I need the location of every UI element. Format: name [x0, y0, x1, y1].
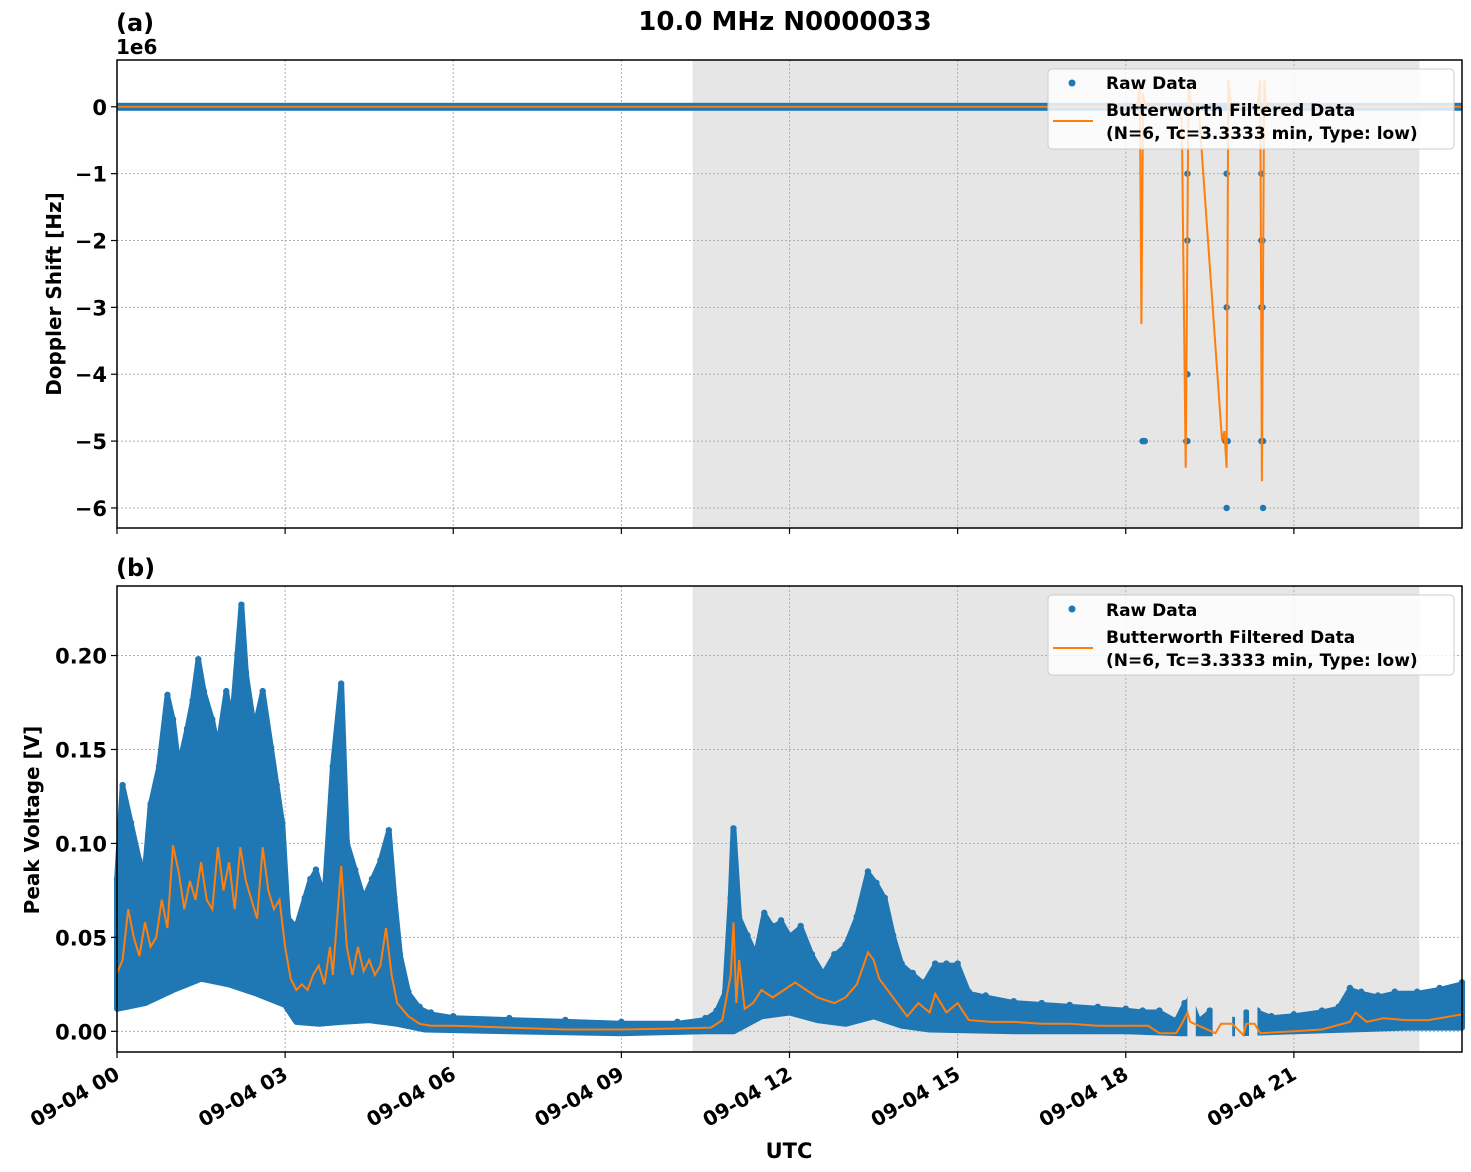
y-tick-label: 0.20: [55, 645, 107, 669]
panel-b-label: (b): [116, 554, 155, 582]
y-tick-label: −5: [75, 430, 107, 454]
legend-raw-label: Raw Data: [1106, 601, 1197, 621]
x-tick-label: 09-04 00: [26, 1062, 124, 1132]
y-tick-label: −1: [75, 163, 107, 187]
raw-data-marker-icon: [1068, 605, 1076, 613]
legend-filtered-label-line2: (N=6, Tc=3.3333 min, Type: low): [1106, 124, 1418, 144]
legend-box: [1047, 594, 1455, 676]
x-tick-label: 09-04 21: [1203, 1062, 1301, 1132]
x-tick-label: 09-04 03: [194, 1062, 292, 1132]
y-tick-label: 0.00: [55, 1020, 107, 1044]
x-tick-label: 09-04 06: [362, 1062, 460, 1132]
panel-b-raw-spikes: [113, 601, 1466, 1039]
legend-raw-label: Raw Data: [1106, 74, 1197, 94]
y-tick-label: −4: [75, 363, 107, 387]
raw-data-marker-icon: [1068, 79, 1076, 87]
x-axis-label: UTC: [766, 1139, 813, 1163]
panel-b-filtered-line: [116, 845, 1463, 1038]
x-tick-label: 09-04 09: [530, 1062, 628, 1132]
panel-a: (a) 1e6 0 −1 −2 −3 −4 −5 −6 Doppler Shift [Hz]…: [42, 9, 1463, 534]
y-tick-label: 0.15: [55, 738, 107, 762]
x-tick-label: 09-04 18: [1035, 1062, 1133, 1132]
y-tick-label: 0.05: [55, 926, 107, 950]
y-tick-label: −6: [75, 497, 107, 521]
x-tick-label: 09-04 12: [698, 1062, 796, 1132]
legend-box: [1047, 68, 1455, 150]
y-tick-label: −2: [75, 230, 107, 254]
panel-b-yticks: 0.00 0.05 0.10 0.15 0.20: [55, 645, 117, 1044]
panel-a-offset-text: 1e6: [116, 35, 157, 59]
panel-a-xticks: [116, 528, 1295, 534]
panel-a-legend: Raw Data Butterworth Filtered Data (N=6,…: [1047, 68, 1455, 150]
panel-a-ylabel: Doppler Shift [Hz]: [42, 192, 66, 396]
legend-filtered-label-line1: Butterworth Filtered Data: [1106, 628, 1355, 648]
y-tick-label: 0: [92, 96, 107, 120]
panel-b-raw-data: [114, 603, 1465, 1037]
legend-filtered-label-line2: (N=6, Tc=3.3333 min, Type: low): [1106, 651, 1418, 671]
panel-b-ylabel: Peak Voltage [V]: [20, 726, 44, 915]
y-tick-label: 0.10: [55, 832, 107, 856]
legend-filtered-label-line1: Butterworth Filtered Data: [1106, 101, 1355, 121]
panel-b-legend: Raw Data Butterworth Filtered Data (N=6,…: [1047, 594, 1455, 676]
figure-title: 10.0 MHz N0000033: [638, 7, 931, 37]
x-tick-label: 09-04 15: [867, 1062, 965, 1132]
panel-a-label: (a): [116, 9, 154, 37]
panel-b-xticks: [116, 1052, 1295, 1058]
x-tick-labels: 09-04 00 09-04 03 09-04 06 09-04 09 09-04 12…: [26, 1062, 1300, 1132]
panel-a-yticks: 0 −1 −2 −3 −4 −5 −6: [75, 96, 117, 521]
y-tick-label: −3: [75, 296, 107, 320]
panel-b: (b) 0.00 0.05 0.10 0.15 0.20 Peak Voltage [V…: [20, 554, 1466, 1058]
